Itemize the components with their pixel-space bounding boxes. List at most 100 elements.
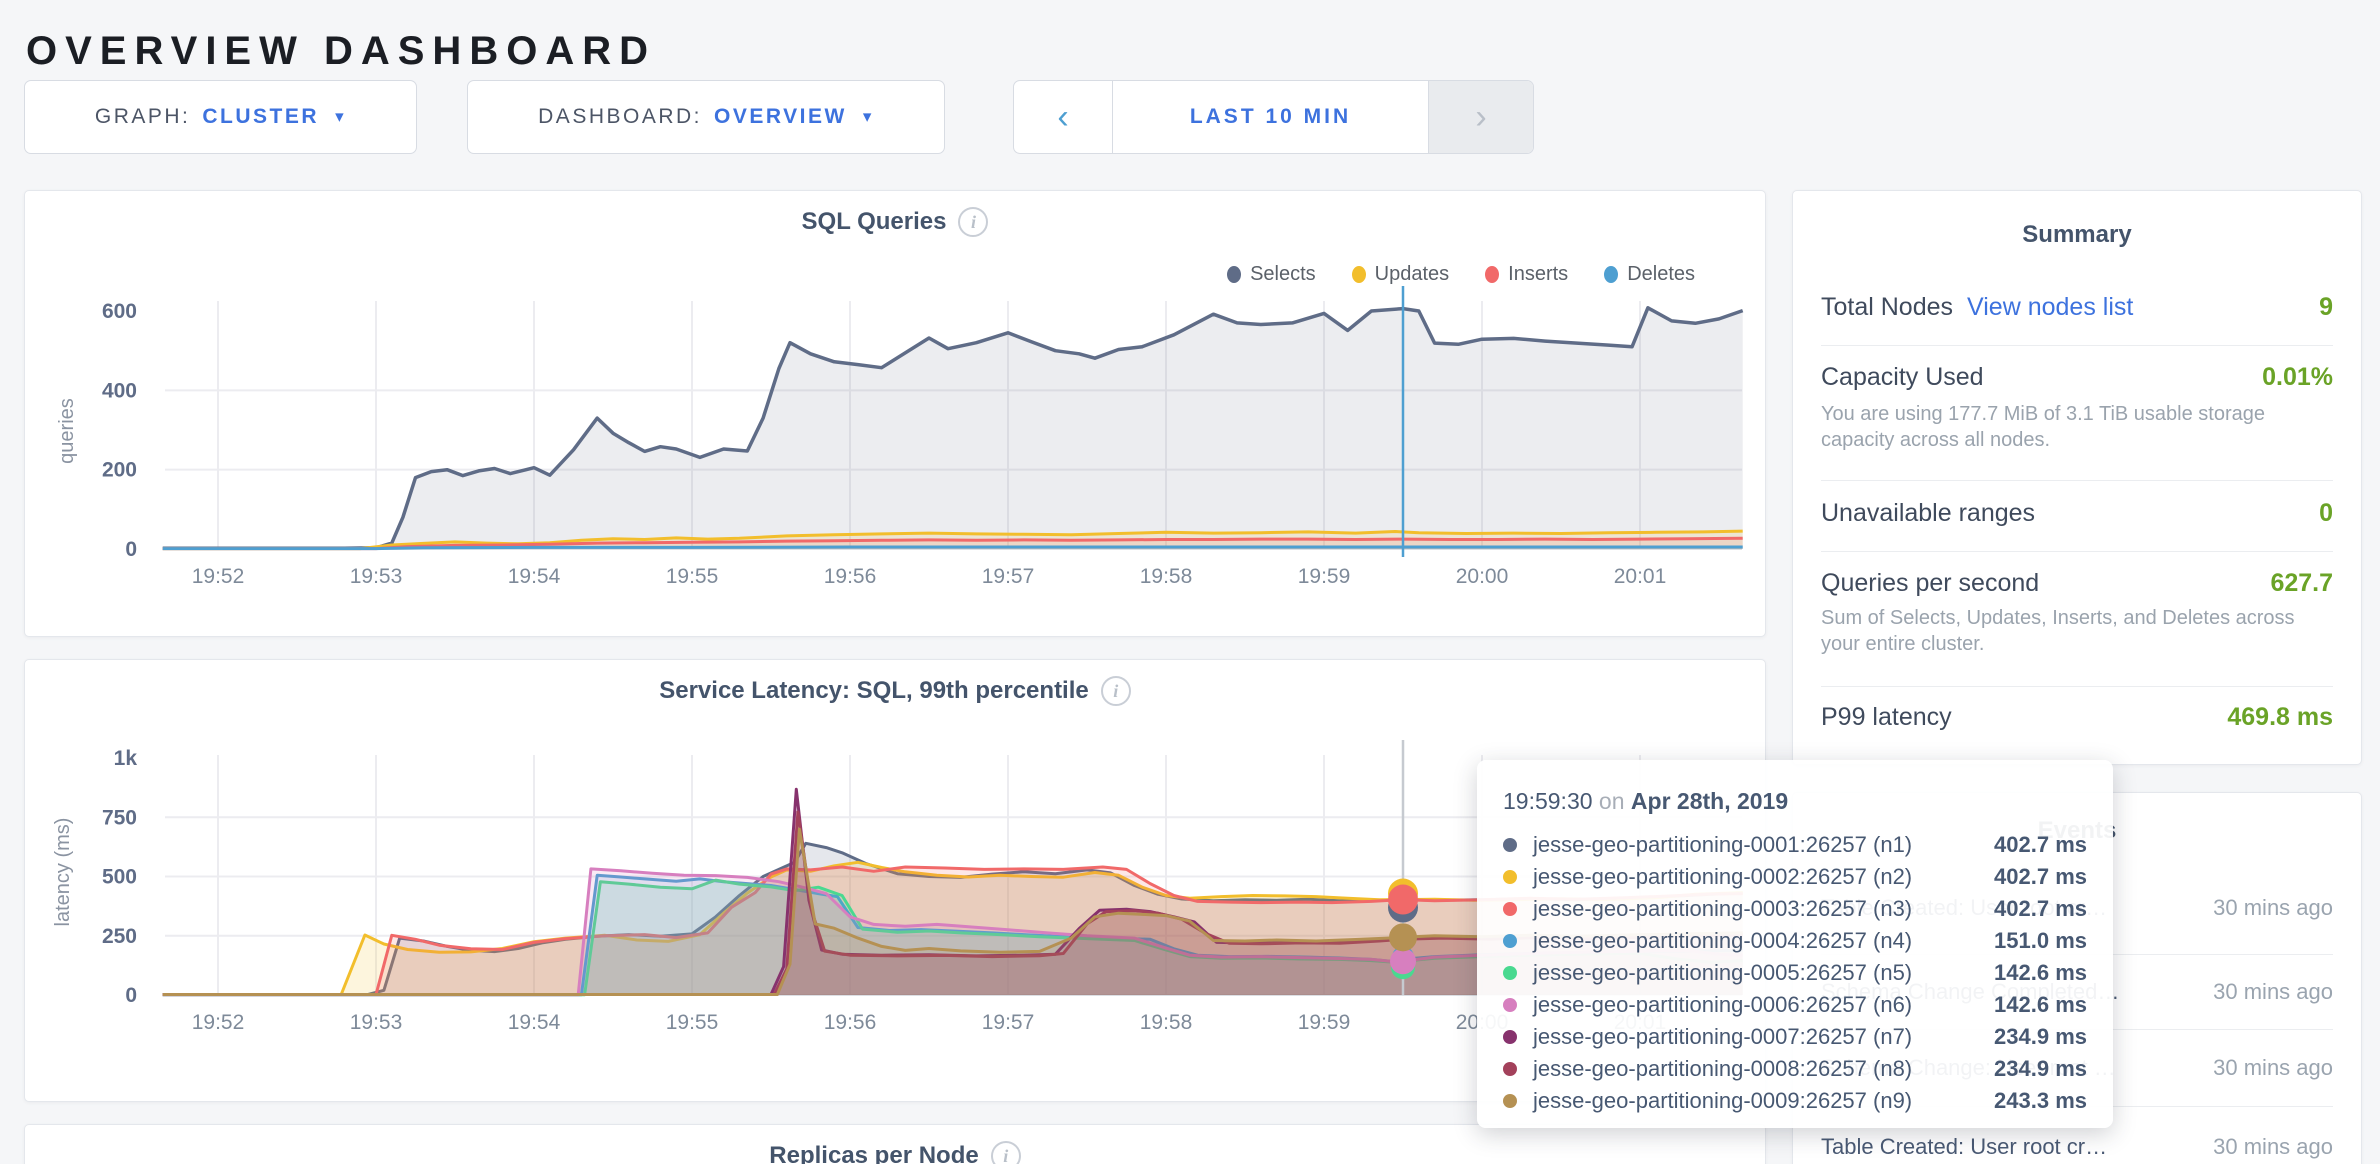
time-range-next-button[interactable]: › (1429, 81, 1533, 153)
svg-text:queries: queries (56, 398, 78, 464)
chevron-down-icon: ▾ (335, 107, 347, 126)
legend-dot (1227, 266, 1242, 283)
sql-queries-chart[interactable]: 19:52 19:53 19:54 19:55 19:56 19:57 19:58 19:59… (25, 191, 1765, 636)
qps-subtext: Sum of Selects, Updates, Inserts, and De… (1821, 607, 2295, 655)
chevron-left-icon: ‹ (1057, 97, 1069, 136)
svg-text:19:59: 19:59 (1298, 565, 1351, 588)
time-range-selector: ‹ LAST 10 MIN › (1013, 80, 1534, 154)
service-latency-title: Service Latency: SQL, 99th percentile i (25, 676, 1765, 706)
event-timestamp: 30 mins ago (2213, 1055, 2333, 1081)
time-range-prev-button[interactable]: ‹ (1014, 81, 1112, 153)
summary-row-capacity: Capacity Used 0.01% (1821, 363, 2333, 392)
capacity-used-subtext: You are using 177.7 MiB of 3.1 TiB usabl… (1821, 403, 2265, 451)
p99-latency-value: 469.8 ms (2227, 703, 2333, 731)
event-timestamp: 30 mins ago (2213, 979, 2333, 1005)
qps-value: 627.7 (2270, 569, 2333, 597)
svg-text:19:56: 19:56 (824, 1011, 877, 1034)
svg-text:19:54: 19:54 (508, 1011, 561, 1034)
tooltip-row-n9: jesse-geo-partitioning-0009:26257 (n9) 24… (1503, 1085, 2087, 1117)
svg-text:20:01: 20:01 (1614, 565, 1667, 588)
summary-row-unavailable: Unavailable ranges 0 (1821, 499, 2333, 528)
summary-row-total-nodes: Total Nodes View nodes list 9 (1821, 293, 2333, 322)
series-dot (1503, 902, 1517, 916)
capacity-used-value: 0.01% (2262, 363, 2333, 391)
dashboard-dropdown-value: OVERVIEW (714, 105, 847, 128)
divider (1821, 686, 2333, 687)
svg-text:19:54: 19:54 (508, 565, 561, 588)
svg-text:500: 500 (102, 866, 137, 889)
tooltip-row-n8: jesse-geo-partitioning-0008:26257 (n8) 23… (1503, 1053, 2087, 1085)
sql-queries-title: SQL Queries i (25, 207, 1765, 237)
unavailable-ranges-value: 0 (2319, 499, 2333, 527)
p99-latency-label: P99 latency (1821, 703, 1952, 731)
svg-text:19:55: 19:55 (666, 1011, 719, 1034)
legend-item-inserts: Inserts (1485, 263, 1568, 286)
legend-dot (1604, 266, 1619, 283)
tooltip-row-n6: jesse-geo-partitioning-0006:26257 (n6) 14… (1503, 989, 2087, 1021)
svg-text:19:53: 19:53 (350, 565, 403, 588)
divider (1821, 480, 2333, 481)
svg-text:19:58: 19:58 (1140, 1011, 1193, 1034)
series-dot (1503, 1094, 1517, 1108)
tooltip-row-n1: jesse-geo-partitioning-0001:26257 (n1) 40… (1503, 829, 2087, 861)
legend-item-updates: Updates (1351, 263, 1449, 286)
replicas-per-node-title: Replicas per Node i (25, 1141, 1765, 1164)
divider (1821, 551, 2333, 552)
divider (1821, 345, 2333, 346)
svg-text:19:56: 19:56 (824, 565, 877, 588)
svg-text:750: 750 (102, 806, 137, 829)
series-dot (1503, 966, 1517, 980)
tooltip-row-n2: jesse-geo-partitioning-0002:26257 (n2) 40… (1503, 861, 2087, 893)
service-latency-panel: Service Latency: SQL, 99th percentile i … (24, 659, 1766, 1102)
svg-text:19:52: 19:52 (192, 1011, 245, 1034)
service-latency-chart[interactable]: 19:52 19:53 19:54 19:55 19:56 19:57 19:58 19:59… (25, 660, 1765, 1101)
svg-text:19:52: 19:52 (192, 565, 245, 588)
svg-text:200: 200 (102, 459, 137, 482)
legend-item-selects: Selects (1227, 263, 1316, 286)
info-icon[interactable]: i (958, 207, 989, 237)
svg-text:0: 0 (125, 538, 137, 561)
summary-row-p99: P99 latency 469.8 ms (1821, 703, 2333, 732)
graph-dropdown[interactable]: GRAPH: CLUSTER ▾ (24, 80, 417, 154)
svg-text:0: 0 (125, 984, 137, 1007)
graph-dropdown-label: GRAPH: (94, 105, 191, 128)
svg-text:250: 250 (102, 925, 137, 948)
tooltip-row-n5: jesse-geo-partitioning-0005:26257 (n5) 14… (1503, 957, 2087, 989)
summary-title: Summary (2022, 221, 2132, 248)
event-text: Table Created: User root cr… (1821, 1133, 2108, 1159)
chart-hover-tooltip: 19:59:30 on Apr 28th, 2019 jesse-geo-par… (1477, 760, 2113, 1128)
tooltip-row-n4: jesse-geo-partitioning-0004:26257 (n4) 15… (1503, 925, 2087, 957)
unavailable-ranges-label: Unavailable ranges (1821, 499, 2036, 527)
svg-text:400: 400 (102, 379, 137, 402)
event-timestamp: 30 mins ago (2213, 1133, 2333, 1159)
view-nodes-list-link[interactable]: View nodes list (1967, 293, 2134, 321)
capacity-used-label: Capacity Used (1821, 363, 1984, 391)
sql-queries-panel: SQL Queries i Selects Updates Inserts De… (24, 190, 1766, 637)
tooltip-row-n7: jesse-geo-partitioning-0007:26257 (n7) 23… (1503, 1021, 2087, 1053)
svg-text:600: 600 (102, 300, 137, 323)
svg-text:19:55: 19:55 (666, 565, 719, 588)
tooltip-timestamp: 19:59:30 on Apr 28th, 2019 (1503, 788, 1789, 814)
svg-text:1k: 1k (114, 747, 138, 770)
chevron-right-icon: › (1475, 97, 1487, 136)
dashboard-dropdown[interactable]: DASHBOARD: OVERVIEW ▾ (467, 80, 945, 154)
svg-text:19:57: 19:57 (982, 565, 1035, 588)
graph-dropdown-value: CLUSTER (202, 105, 320, 128)
replicas-per-node-panel: Replicas per Node i (24, 1124, 1766, 1164)
series-dot (1503, 1030, 1517, 1044)
svg-text:19:53: 19:53 (350, 1011, 403, 1034)
summary-panel: Summary Total Nodes View nodes list 9 Cap… (1792, 190, 2362, 765)
series-dot (1503, 838, 1517, 852)
legend-dot (1485, 266, 1500, 283)
time-range-value[interactable]: LAST 10 MIN (1112, 81, 1429, 153)
tooltip-row-n3: jesse-geo-partitioning-0003:26257 (n3) 40… (1503, 893, 2087, 925)
legend-item-deletes: Deletes (1604, 263, 1695, 286)
info-icon[interactable]: i (1100, 676, 1131, 706)
series-dot (1503, 1062, 1517, 1076)
series-dot (1503, 870, 1517, 884)
series-dot (1503, 934, 1517, 948)
svg-text:latency (ms): latency (ms) (52, 818, 74, 927)
svg-text:19:57: 19:57 (982, 1011, 1035, 1034)
info-icon[interactable]: i (990, 1141, 1021, 1164)
